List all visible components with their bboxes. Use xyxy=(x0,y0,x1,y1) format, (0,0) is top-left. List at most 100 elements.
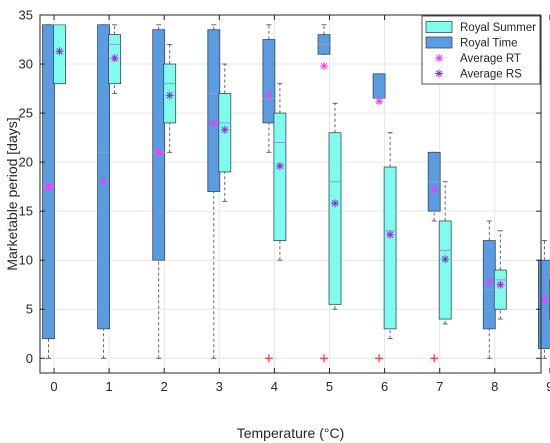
box-layer xyxy=(42,24,550,363)
asterisk-stroke xyxy=(45,183,52,190)
average-marker xyxy=(540,295,549,304)
y-tick-label: 5 xyxy=(26,302,33,317)
average-marker xyxy=(220,125,229,134)
box-rt-8 xyxy=(482,220,496,359)
box-rs-4 xyxy=(273,83,287,261)
x-tick-label: 8 xyxy=(491,379,498,394)
asterisk-stroke xyxy=(221,126,228,133)
average-marker xyxy=(441,255,450,264)
average-marker xyxy=(375,97,384,106)
legend-label: Royal Time xyxy=(460,38,518,50)
average-marker xyxy=(485,277,494,286)
legend-label: Average RT xyxy=(460,53,521,65)
x-tick-label: 3 xyxy=(216,379,223,394)
average-marker xyxy=(44,182,53,191)
asterisk-stroke xyxy=(375,98,383,105)
asterisk-stroke xyxy=(265,92,273,99)
legend-entry: Royal Summer xyxy=(425,21,536,34)
box-rt-1 xyxy=(97,24,110,359)
average-marker xyxy=(99,177,108,186)
box-rs-5 xyxy=(328,102,342,310)
box-body xyxy=(207,29,221,192)
box-rs-7 xyxy=(438,181,452,325)
x-tick-label: 6 xyxy=(381,379,388,394)
asterisk-stroke xyxy=(210,119,217,127)
asterisk-stroke xyxy=(276,162,284,170)
asterisk-stroke xyxy=(56,48,63,55)
box-rs-6 xyxy=(383,132,397,340)
box-rt-3 xyxy=(207,24,221,359)
asterisk-stroke xyxy=(541,296,548,303)
box-body xyxy=(538,259,550,349)
legend-swatch xyxy=(425,21,453,33)
asterisk-stroke xyxy=(320,62,328,70)
legend-label: Royal Summer xyxy=(460,22,536,34)
y-tick-label: 25 xyxy=(19,106,33,121)
asterisk-stroke xyxy=(435,54,443,62)
asterisk-stroke xyxy=(166,92,173,99)
box-body xyxy=(493,269,507,310)
x-tick-label: 0 xyxy=(50,379,57,394)
legend-swatch xyxy=(435,54,443,62)
legend: Royal Summer Royal Time Average RT Average … xyxy=(421,15,541,85)
x-tick-label: 4 xyxy=(271,379,278,394)
x-tick-label: 7 xyxy=(436,379,443,394)
box-rs-0 xyxy=(53,24,66,85)
average-marker xyxy=(110,54,119,63)
average-marker xyxy=(55,47,64,56)
box-body xyxy=(273,112,287,241)
asterisk-stroke xyxy=(331,200,339,207)
asterisk-stroke xyxy=(442,256,449,263)
box-body xyxy=(97,24,110,330)
outlier-marker xyxy=(320,354,328,363)
box-rs-3 xyxy=(218,63,232,202)
x-tick-label: 2 xyxy=(161,379,168,394)
legend-entry: Average RT xyxy=(435,53,521,65)
box-rs-1 xyxy=(108,24,121,94)
average-marker xyxy=(320,62,328,71)
box-rt-4 xyxy=(262,24,276,363)
box-rs-2 xyxy=(163,43,177,153)
asterisk-stroke xyxy=(435,70,443,77)
average-marker xyxy=(275,162,284,171)
y-tick-label: 15 xyxy=(19,204,33,219)
y-tick-label: 0 xyxy=(26,351,33,366)
y-tick-label: 10 xyxy=(19,253,33,268)
y-tick-label: 20 xyxy=(19,155,33,170)
legend-entry: Royal Time xyxy=(425,36,518,50)
outlier-marker xyxy=(430,354,439,363)
box-body xyxy=(372,73,386,99)
average-marker xyxy=(496,280,505,289)
average-marker xyxy=(165,91,174,100)
average-marker xyxy=(430,185,439,194)
asterisk-stroke xyxy=(497,281,504,288)
average-marker xyxy=(209,118,218,127)
box-body xyxy=(42,24,55,340)
outlier-marker xyxy=(264,354,273,363)
x-tick-label: 9 xyxy=(546,379,550,394)
y-axis-label: Marketable period [days] xyxy=(4,117,20,270)
box-rt-0 xyxy=(42,24,55,359)
box-body xyxy=(152,29,166,261)
x-tick-label: 1 xyxy=(105,379,112,394)
asterisk-stroke xyxy=(111,54,118,62)
legend-swatch xyxy=(425,36,453,49)
box-body xyxy=(438,220,452,320)
box-body xyxy=(328,132,342,305)
plot-frame xyxy=(39,14,542,374)
box-rs-8 xyxy=(493,230,507,320)
box-rt-6 xyxy=(372,73,386,363)
outlier-marker xyxy=(375,354,384,363)
asterisk-stroke xyxy=(386,231,394,238)
asterisk-stroke xyxy=(486,278,493,285)
y-tick-label: 35 xyxy=(19,8,33,23)
asterisk-stroke xyxy=(155,149,162,156)
y-tick-label: 30 xyxy=(19,57,33,72)
legend-swatch xyxy=(435,69,443,78)
legend-label: Average RS xyxy=(460,69,522,81)
average-marker xyxy=(331,199,339,208)
box-body xyxy=(383,166,397,330)
average-marker xyxy=(386,230,395,239)
box-rt-9 xyxy=(538,240,550,359)
